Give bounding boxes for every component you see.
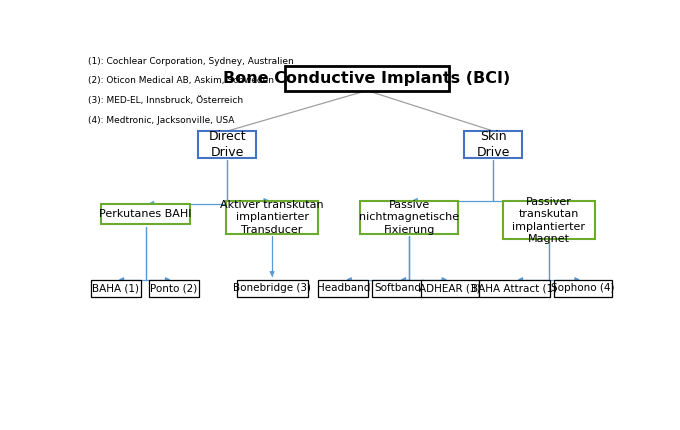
- FancyBboxPatch shape: [101, 203, 190, 224]
- Text: Passive
nichtmagnetische
Fixierung: Passive nichtmagnetische Fixierung: [359, 200, 459, 234]
- FancyBboxPatch shape: [226, 200, 318, 234]
- Text: (3): MED-EL, Innsbruck, Österreich: (3): MED-EL, Innsbruck, Österreich: [88, 96, 243, 105]
- Text: Passiver
transkutan
implantierter
Magnet: Passiver transkutan implantierter Magnet: [512, 197, 585, 244]
- FancyBboxPatch shape: [286, 66, 449, 90]
- Text: Softband: Softband: [374, 283, 421, 293]
- FancyBboxPatch shape: [199, 131, 256, 157]
- Text: Aktiver transkutan
implantierter
Transducer: Aktiver transkutan implantierter Transdu…: [220, 200, 324, 234]
- FancyBboxPatch shape: [90, 280, 141, 297]
- Text: (4): Medtronic, Jacksonville, USA: (4): Medtronic, Jacksonville, USA: [88, 116, 234, 125]
- FancyBboxPatch shape: [464, 131, 522, 157]
- FancyBboxPatch shape: [479, 280, 550, 297]
- FancyBboxPatch shape: [421, 280, 479, 297]
- Text: BAHA (1): BAHA (1): [92, 283, 139, 293]
- Text: (1): Cochlear Corporation, Sydney, Australien: (1): Cochlear Corporation, Sydney, Austr…: [88, 57, 293, 65]
- Text: Sophono (4): Sophono (4): [551, 283, 615, 293]
- Text: Perkutanes BAHI: Perkutanes BAHI: [99, 209, 192, 219]
- Text: BAHA Attract (1): BAHA Attract (1): [471, 283, 558, 293]
- FancyBboxPatch shape: [148, 280, 199, 297]
- FancyBboxPatch shape: [503, 201, 595, 240]
- FancyBboxPatch shape: [373, 280, 422, 297]
- FancyBboxPatch shape: [318, 280, 369, 297]
- Text: Ponto (2): Ponto (2): [150, 283, 197, 293]
- Text: Bonebridge (3): Bonebridge (3): [233, 283, 311, 293]
- FancyBboxPatch shape: [237, 280, 307, 297]
- Text: ADHEAR (3): ADHEAR (3): [420, 283, 481, 293]
- FancyBboxPatch shape: [360, 200, 458, 234]
- Text: Skin
Drive: Skin Drive: [477, 130, 510, 159]
- FancyBboxPatch shape: [554, 280, 612, 297]
- Text: Bone Conductive Implants (BCI): Bone Conductive Implants (BCI): [223, 71, 511, 86]
- Text: (2): Oticon Medical AB, Askim, Schweden: (2): Oticon Medical AB, Askim, Schweden: [88, 77, 273, 86]
- Text: Direct
Drive: Direct Drive: [209, 130, 246, 159]
- Text: Headband: Headband: [317, 283, 370, 293]
